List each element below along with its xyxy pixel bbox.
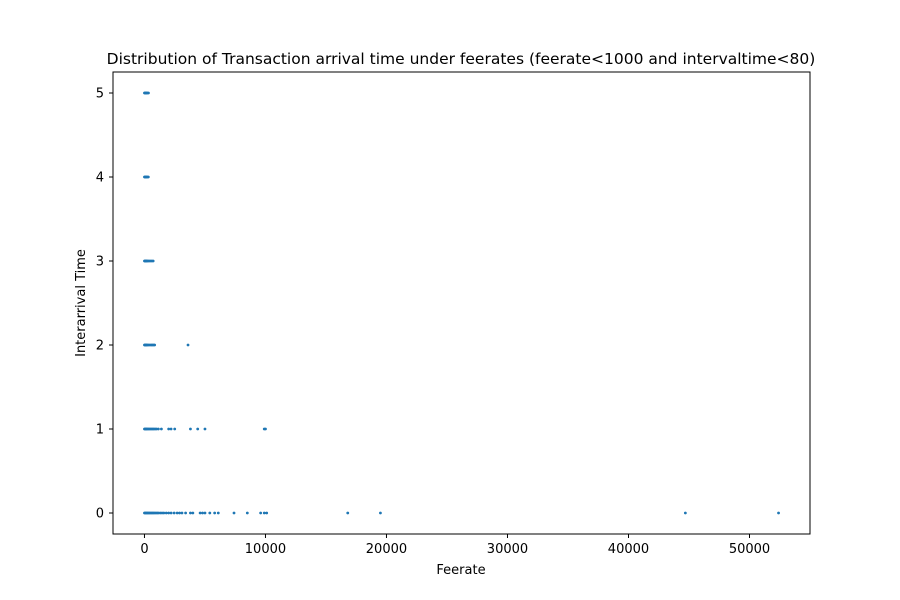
y-axis-label: Interarrival Time (74, 249, 89, 357)
data-point (175, 511, 179, 515)
y-tick-label: 3 (96, 255, 104, 270)
x-tick-label: 10000 (245, 542, 286, 557)
x-tick-label: 20000 (366, 542, 407, 557)
data-point (683, 511, 687, 515)
y-tick-label: 5 (96, 87, 104, 102)
data-point (164, 511, 168, 515)
x-tick-label: 50000 (729, 542, 770, 557)
data-point (232, 511, 236, 515)
chart-title: Distribution of Transaction arrival time… (107, 50, 816, 68)
data-point (198, 511, 202, 515)
data-point (147, 91, 150, 95)
data-point (189, 511, 192, 515)
y-tick-label: 0 (96, 507, 104, 522)
data-point (346, 511, 350, 515)
plot-area (113, 72, 810, 534)
data-point (196, 427, 200, 431)
data-point (167, 427, 171, 431)
data-point (151, 259, 155, 263)
data-point (169, 511, 173, 515)
data-point (216, 511, 220, 515)
data-point (146, 175, 150, 179)
data-point (167, 511, 171, 515)
data-point (169, 427, 173, 431)
data-point (203, 427, 207, 431)
data-point (245, 511, 249, 515)
data-point (208, 511, 212, 515)
x-axis-label: Feerate (436, 563, 485, 578)
data-point (173, 427, 177, 431)
y-tick-label: 1 (96, 423, 104, 438)
data-point (213, 511, 217, 515)
data-points (143, 91, 780, 515)
y-axis: 0 1 2 3 4 5 (96, 87, 113, 522)
data-point (186, 343, 190, 347)
data-point (172, 511, 176, 515)
data-point (259, 511, 263, 515)
data-point (191, 511, 195, 515)
data-point (162, 511, 166, 515)
data-point (201, 511, 204, 515)
data-point (180, 511, 184, 515)
y-tick-label: 4 (96, 171, 104, 186)
plot-frame (112, 71, 811, 535)
y-tick-label: 2 (96, 339, 104, 354)
data-point (262, 511, 266, 515)
data-point (189, 427, 192, 431)
data-point (178, 511, 181, 515)
data-point (153, 343, 157, 347)
data-point (160, 427, 163, 431)
x-tick-label: 40000 (608, 542, 649, 557)
data-point (777, 511, 780, 515)
x-tick-label: 0 (140, 542, 148, 557)
x-axis: 0 10000 20000 30000 40000 50000 (140, 534, 770, 557)
data-point (203, 511, 207, 515)
data-point (265, 511, 269, 515)
data-point (379, 511, 382, 515)
data-point (156, 427, 160, 431)
data-point (264, 427, 267, 431)
x-tick-label: 30000 (487, 542, 528, 557)
data-point (184, 511, 188, 515)
